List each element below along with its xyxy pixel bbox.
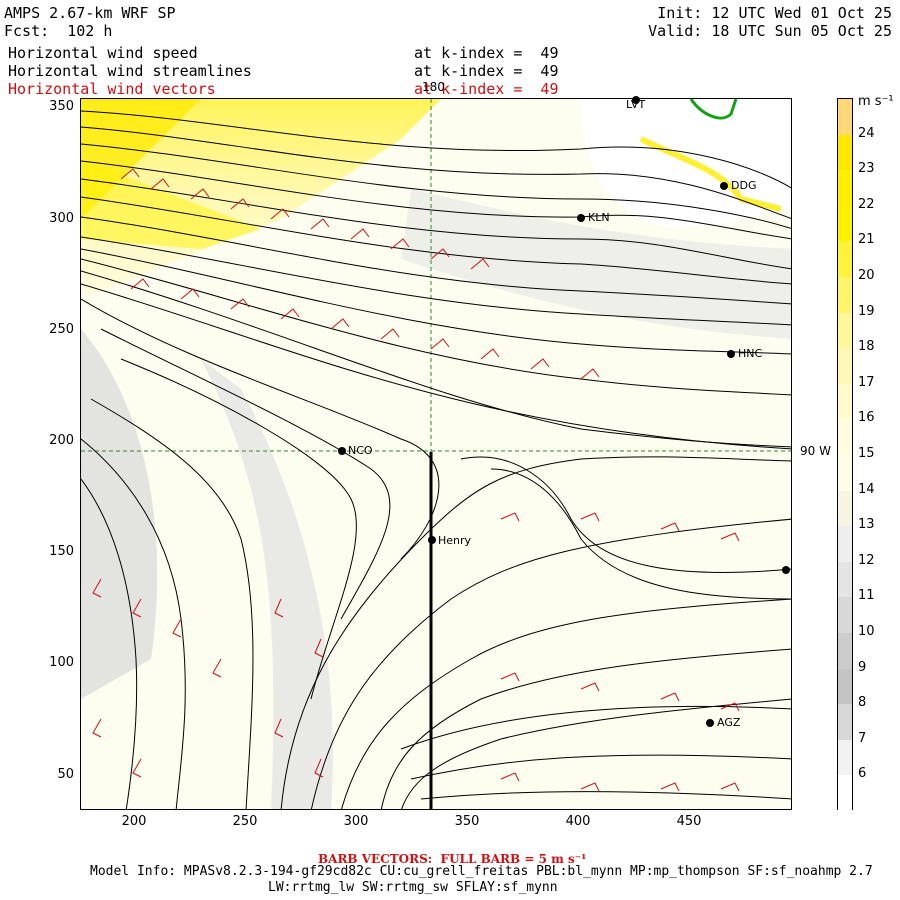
colorbar-level-label: 18 <box>858 339 875 355</box>
colorbar-segment <box>838 99 852 136</box>
init-time: Init: 12 UTC Wed 01 Oct 25 <box>657 4 892 22</box>
colorbar-segment <box>838 383 852 420</box>
barb-legend: BARB VECTORS: FULL BARB = 5 m s⁻¹ <box>318 852 587 866</box>
station-marker-agz[interactable] <box>706 719 714 727</box>
y-tick-250: 250 <box>49 322 74 337</box>
colorbar-level-label: 12 <box>858 552 875 568</box>
station-label-ddg: DDG <box>731 179 757 192</box>
colorbar-level-label: 19 <box>858 303 875 319</box>
colorbar-segment <box>838 312 852 349</box>
field-name-streamlines: Horizontal wind streamlines <box>8 62 252 80</box>
colorbar-segment <box>838 704 852 741</box>
field-level-vectors: at k-index = 49 <box>414 80 559 98</box>
station-label-agz: AGZ <box>717 716 741 729</box>
y-tick-100: 100 <box>49 655 74 670</box>
colorbar-level-label: 8 <box>858 695 867 711</box>
colorbar-segment <box>838 170 852 207</box>
colorbar-level-label: 10 <box>858 624 875 639</box>
station-marker-kln[interactable] <box>577 214 585 222</box>
colorbar-segment <box>838 775 852 812</box>
x-tick-250: 250 <box>232 814 258 829</box>
station-marker-nco[interactable] <box>338 447 346 455</box>
low-speed-shading-central <box>201 359 333 809</box>
station-marker-east[interactable] <box>782 566 790 574</box>
colorbar-level-label: 9 <box>858 659 867 675</box>
field-level-streamlines: at k-index = 49 <box>414 62 559 80</box>
colorbar-segment <box>838 277 852 314</box>
station-label-kln: KLN <box>588 211 610 224</box>
colorbar-level-label: 23 <box>858 161 875 177</box>
coastal-jet-shading <box>639 136 782 212</box>
station-marker-hnc[interactable] <box>727 350 735 358</box>
colorbar-segment <box>838 348 852 385</box>
x-tick-200: 200 <box>121 814 147 829</box>
meridian-label: 180 <box>422 80 445 94</box>
colorbar-level-label: 6 <box>858 766 867 782</box>
jet-max-shading <box>81 99 441 299</box>
colorbar-segment <box>838 633 852 670</box>
parallel-label: 90 W <box>800 444 831 458</box>
forecast-hour: Fcst: 102 h <box>4 22 113 40</box>
x-tick-450: 450 <box>676 814 702 829</box>
station-label-lvt: LVT <box>626 98 646 111</box>
colorbar-level-label: 20 <box>858 268 875 283</box>
colorbar-level-label: 15 <box>858 446 875 461</box>
colorbar-segment <box>838 526 852 563</box>
y-tick-300: 300 <box>49 211 74 226</box>
low-speed-shading-east <box>401 189 791 339</box>
colorbar-segment <box>838 490 852 527</box>
jet-core-shading-2 <box>81 159 261 249</box>
station-marker-ddg[interactable] <box>720 182 728 190</box>
station-marker-lvt[interactable] <box>632 96 640 104</box>
model-info: Model Info: MPASv8.2.3-194-gf29cd82c CU:… <box>90 864 873 879</box>
field-name-vectors: Horizontal wind vectors <box>8 80 216 98</box>
colorbar-level-label: 24 <box>858 125 875 141</box>
colorbar-level-label: 21 <box>858 232 875 248</box>
x-tick-300: 300 <box>343 814 369 829</box>
colorbar-segment <box>838 419 852 456</box>
colorbar-unit: m s⁻¹ <box>858 94 894 109</box>
x-tick-400: 400 <box>565 814 591 829</box>
physics-info: LW:rrtmg_lw SW:rrtmg_sw SFLAY:sf_mynn <box>268 880 558 895</box>
wind-map-svg <box>81 99 791 809</box>
station-label-hnc: HNC <box>738 347 763 360</box>
colorbar-segment <box>838 668 852 705</box>
coastline <box>689 99 738 120</box>
streamlines <box>81 110 791 809</box>
map-panel[interactable] <box>80 98 792 810</box>
colorbar-level-label: 13 <box>858 517 875 533</box>
y-tick-50: 50 <box>57 767 74 782</box>
station-label-henry: Henry <box>438 534 472 547</box>
colorbar-segment <box>838 561 852 598</box>
colorbar-level-label: 7 <box>858 730 867 746</box>
valid-time: Valid: 18 UTC Sun 05 Oct 25 <box>648 22 892 40</box>
colorbar-segment <box>838 205 852 242</box>
y-tick-200: 200 <box>49 433 74 448</box>
colorbar-segment <box>838 241 852 278</box>
colorbar-level-label: 17 <box>858 374 875 390</box>
colorbar-segment <box>838 597 852 634</box>
colorbar-segment <box>838 739 852 776</box>
x-tick-350: 350 <box>454 814 480 829</box>
y-tick-350: 350 <box>49 99 74 114</box>
colorbar-segment <box>838 455 852 492</box>
colorbar-segment <box>838 134 852 171</box>
field-name-speed: Horizontal wind speed <box>8 44 198 62</box>
colorbar <box>837 98 853 812</box>
station-label-nco: NCO <box>348 444 373 457</box>
map-title: AMPS 2.67-km WRF SP <box>4 4 176 22</box>
y-tick-150: 150 <box>49 544 74 559</box>
colorbar-level-label: 22 <box>858 196 875 212</box>
wind-barbs <box>92 168 740 792</box>
colorbar-level-label: 16 <box>858 410 875 426</box>
station-marker-henry[interactable] <box>428 536 436 544</box>
low-speed-shading-west <box>81 329 158 699</box>
colorbar-level-label: 14 <box>858 481 875 497</box>
field-level-speed: at k-index = 49 <box>414 44 559 62</box>
colorbar-level-label: 11 <box>858 588 875 604</box>
